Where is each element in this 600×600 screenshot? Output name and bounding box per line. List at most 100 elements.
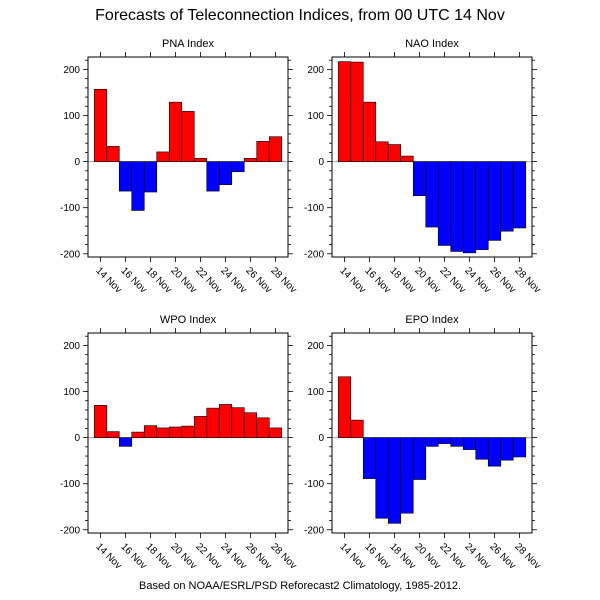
y-tick-label: 100: [63, 111, 80, 122]
x-tick-label: 22 Nov: [437, 265, 467, 295]
bar: [268, 427, 283, 438]
bar: [243, 158, 258, 162]
bar: [243, 412, 258, 438]
bar: [206, 161, 220, 192]
y-tick-label: 0: [318, 157, 324, 168]
y-tick-label: 200: [307, 341, 324, 352]
bar: [500, 161, 514, 232]
bar: [400, 155, 414, 162]
bar: [450, 437, 464, 447]
bar: [256, 417, 270, 438]
x-tick-label: 26 Nov: [243, 541, 273, 571]
bar: [462, 437, 477, 450]
bar: [375, 141, 389, 162]
bar: [337, 61, 352, 162]
bar: [218, 404, 233, 438]
y-tick-label: -200: [304, 525, 324, 536]
plot-frame: [331, 56, 533, 258]
plot-frame: [87, 332, 289, 534]
x-tick-label: 16 Nov: [118, 541, 148, 571]
bar: [450, 161, 464, 252]
bar: [462, 161, 477, 254]
bar: [387, 144, 402, 162]
bar: [231, 161, 245, 173]
y-tick-label: 100: [307, 387, 324, 398]
bar: [400, 437, 414, 514]
bar: [156, 427, 170, 438]
bar: [412, 161, 427, 197]
bar: [350, 419, 364, 438]
x-tick-label: 16 Nov: [118, 265, 148, 295]
bar: [181, 111, 195, 162]
bar: [206, 407, 220, 438]
x-tick-label: 16 Nov: [362, 541, 392, 571]
y-tick-label: -200: [60, 525, 80, 536]
x-tick-label: 14 Nov: [337, 541, 367, 571]
y-tick-label: 200: [307, 65, 324, 76]
bar: [156, 151, 170, 162]
bar: [475, 161, 489, 250]
x-tick-label: 20 Nov: [412, 265, 442, 295]
bar: [106, 431, 120, 438]
plot-frame: [87, 56, 289, 258]
x-tick-label: 26 Nov: [487, 265, 517, 295]
bar: [93, 88, 108, 162]
y-tick-label: -100: [60, 203, 80, 214]
x-tick-label: 18 Nov: [387, 265, 417, 295]
bar: [437, 437, 452, 444]
bar: [475, 437, 489, 460]
panel-title: WPO Index: [160, 314, 217, 326]
bar: [337, 376, 352, 438]
bar: [193, 158, 208, 162]
x-tick-label: 22 Nov: [193, 265, 223, 295]
x-tick-label: 20 Nov: [412, 541, 442, 571]
x-tick-label: 22 Nov: [437, 541, 467, 571]
bar: [256, 141, 270, 162]
y-tick-label: 0: [318, 433, 324, 444]
bar: [425, 161, 439, 228]
x-tick-label: 20 Nov: [168, 541, 198, 571]
bar: [375, 437, 389, 519]
y-tick-label: -100: [60, 479, 80, 490]
y-tick-label: 0: [74, 433, 80, 444]
bar: [168, 426, 183, 438]
panel-title: NAO Index: [405, 38, 459, 50]
bar: [181, 425, 195, 438]
y-tick-label: -100: [304, 203, 324, 214]
x-tick-label: 14 Nov: [93, 265, 123, 295]
x-tick-label: 26 Nov: [243, 265, 273, 295]
x-tick-label: 14 Nov: [93, 541, 123, 571]
x-tick-label: 14 Nov: [337, 265, 367, 295]
footer-note: Based on NOAA/ESRL/PSD Reforecast2 Clima…: [138, 580, 462, 592]
bar: [131, 431, 145, 438]
y-tick-label: 100: [307, 111, 324, 122]
x-tick-label: 28 Nov: [512, 541, 542, 571]
main-title: Forecasts of Teleconnection Indices, fro…: [95, 7, 505, 24]
x-tick-label: 18 Nov: [387, 541, 417, 571]
x-tick-label: 20 Nov: [168, 265, 198, 295]
bar: [118, 437, 133, 447]
bar: [500, 437, 514, 461]
panel-title: EPO Index: [405, 314, 459, 326]
bar: [362, 101, 377, 162]
y-tick-label: -100: [304, 479, 324, 490]
bar: [131, 161, 145, 211]
bar: [350, 61, 364, 162]
bar: [168, 101, 183, 162]
x-tick-label: 24 Nov: [218, 541, 248, 571]
y-tick-label: 100: [63, 387, 80, 398]
bar: [231, 407, 245, 438]
y-tick-label: -200: [60, 249, 80, 260]
bar: [412, 437, 427, 480]
panel-title: PNA Index: [162, 38, 214, 50]
x-tick-label: 18 Nov: [143, 265, 173, 295]
bar: [106, 146, 120, 162]
bar: [487, 161, 502, 241]
bar: [437, 161, 452, 246]
x-tick-label: 24 Nov: [462, 265, 492, 295]
